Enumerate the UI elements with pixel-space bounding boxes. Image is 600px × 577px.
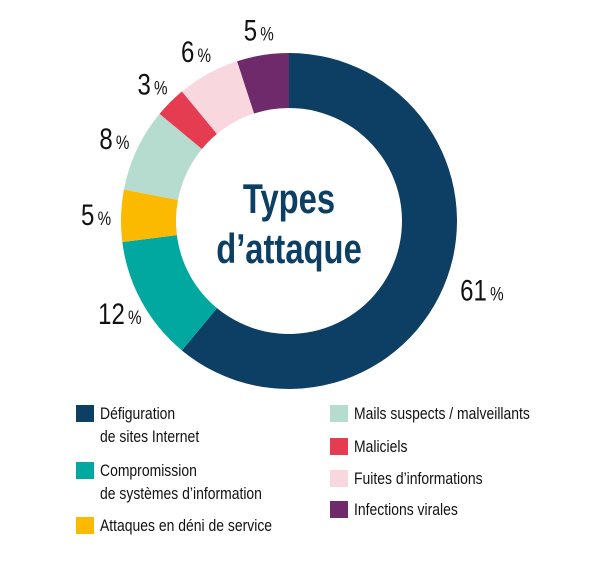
legend-swatch: [330, 438, 348, 455]
legend-swatch: [76, 405, 94, 422]
slice-0: [181, 53, 458, 389]
data-label: 61%: [460, 273, 503, 307]
legend-label: Fuites d’informations: [354, 469, 483, 488]
slice-2: [121, 189, 179, 243]
legend-item: Attaques en déni de service: [76, 514, 310, 537]
slice-6: [237, 53, 289, 114]
legend-item: Défiguration de sites Internet: [76, 402, 221, 448]
legend-swatch: [330, 470, 348, 487]
data-label: 5%: [81, 197, 111, 231]
legend-label: Compromission de systèmes d’information: [100, 461, 262, 503]
legend-label: Attaques en déni de service: [100, 516, 273, 535]
data-label: 6%: [181, 34, 211, 68]
legend-label: Infections virales: [354, 500, 458, 519]
legend-swatch: [76, 517, 94, 534]
donut-chart: 61 % 12 % 5 % 8 %3 % 6 % 5% Types d’attaque: [81, 13, 504, 389]
legend-swatch: [330, 405, 348, 422]
data-label: 3%: [137, 67, 167, 101]
legend-item: Fuites d’informations: [330, 467, 511, 490]
legend-label: Maliciels: [354, 437, 408, 456]
legend-swatch: [76, 462, 94, 479]
slice-5: [181, 61, 255, 134]
legend-item: Compromission de systèmes d’information: [76, 459, 297, 505]
legend-item: Mails suspects / malveillants: [330, 402, 568, 425]
legend-label: Mails suspects / malveillants: [354, 404, 530, 423]
data-label: 8%: [99, 121, 129, 155]
slice-4: [159, 91, 217, 149]
legend-swatch: [330, 501, 348, 518]
slice-3: [123, 113, 202, 200]
slice-1: [122, 235, 217, 351]
chart-title-line-2: d’attaque: [216, 225, 362, 272]
legend-label: Défiguration de sites Internet: [100, 404, 200, 446]
legend-item: Infections virales: [330, 498, 481, 521]
data-label: 12%: [98, 296, 141, 330]
data-label: 5%: [244, 13, 274, 47]
legend-item: Maliciels: [330, 435, 419, 458]
chart-title-line-1: Types: [243, 175, 335, 222]
